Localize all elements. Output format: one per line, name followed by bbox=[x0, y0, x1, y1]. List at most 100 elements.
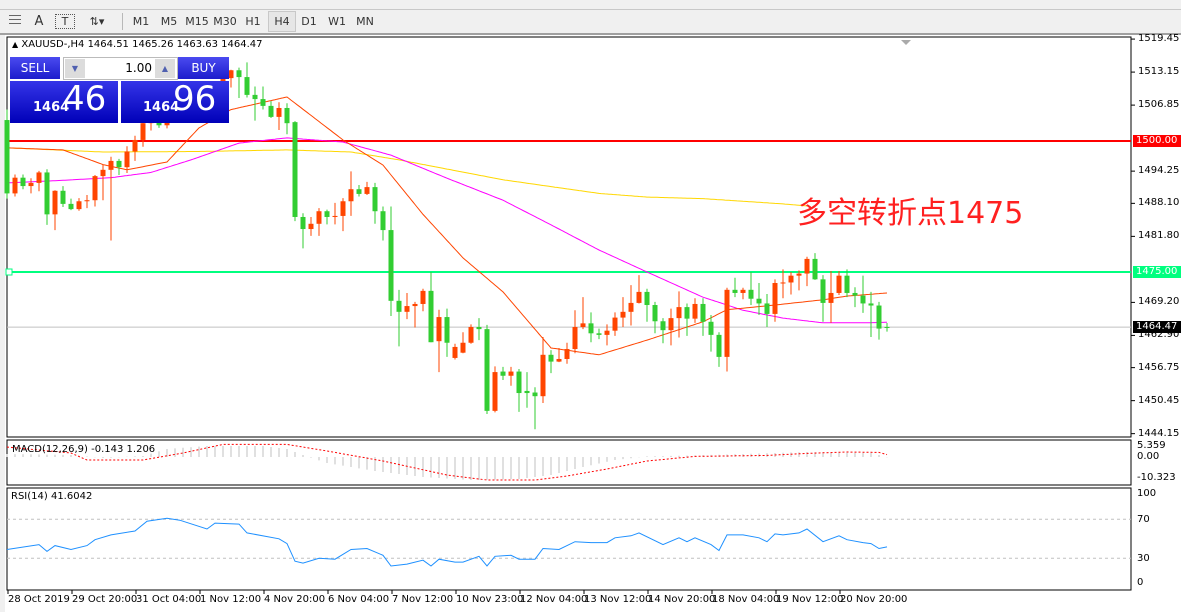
candle-body bbox=[724, 289, 730, 357]
candle-body bbox=[228, 70, 234, 79]
candle-body bbox=[324, 211, 330, 217]
volume-input[interactable]: 1.00 bbox=[125, 61, 152, 75]
macd-axis-label: 0.00 bbox=[1137, 451, 1160, 462]
candle-body bbox=[788, 275, 794, 283]
buy-price[interactable]: 1464 96 bbox=[121, 79, 229, 123]
candle-body bbox=[100, 169, 106, 177]
candle-body bbox=[76, 201, 82, 210]
candle-body bbox=[444, 317, 450, 343]
candle-body bbox=[372, 187, 378, 212]
candle-body bbox=[644, 291, 650, 306]
candle-body bbox=[380, 211, 386, 231]
buy-button[interactable]: BUY bbox=[178, 57, 229, 79]
candle-body bbox=[740, 289, 746, 293]
candle-body bbox=[612, 317, 618, 331]
candle-body bbox=[52, 190, 58, 215]
time-axis-label: 12 Nov 04:00 bbox=[520, 594, 588, 605]
candle-body bbox=[772, 283, 778, 314]
price-axis-label: 1494.25 bbox=[1138, 165, 1180, 177]
candle-body bbox=[28, 182, 34, 187]
price-axis-label: 1488.10 bbox=[1138, 197, 1180, 209]
timeframe-m5[interactable]: M5 bbox=[160, 15, 178, 28]
price-axis-label: 1469.20 bbox=[1138, 296, 1180, 308]
time-axis-label: 18 Nov 04:00 bbox=[712, 594, 780, 605]
candle-body bbox=[716, 334, 722, 357]
candle-body bbox=[884, 326, 890, 328]
arrows-dropdown-icon[interactable]: ⇅▾ bbox=[89, 15, 105, 28]
ma-mid-line bbox=[6, 137, 887, 324]
text-tool-button[interactable]: A bbox=[34, 14, 44, 29]
candle-body bbox=[796, 273, 802, 276]
candle-body bbox=[60, 190, 66, 204]
one-click-trading-panel: SELL ▼ 1.00 ▲ BUY 1464 46 1464 96 bbox=[10, 57, 229, 123]
candle-body bbox=[140, 123, 146, 140]
candle-body bbox=[116, 160, 122, 168]
candle-body bbox=[244, 77, 250, 95]
timeframe-mn[interactable]: MN bbox=[356, 15, 374, 28]
candle-body bbox=[588, 323, 594, 334]
time-axis-label: 29 Oct 20:00 bbox=[72, 594, 138, 605]
sell-button[interactable]: SELL bbox=[10, 57, 60, 79]
timeframe-w1[interactable]: W1 bbox=[328, 15, 346, 28]
candle-body bbox=[44, 172, 50, 215]
timeframe-m1[interactable]: M1 bbox=[132, 15, 150, 28]
candle-body bbox=[84, 200, 90, 202]
candle-body bbox=[564, 349, 570, 359]
buy-price-pips: 96 bbox=[173, 79, 217, 119]
candle-body bbox=[500, 371, 506, 376]
rsi-axis-label: 70 bbox=[1137, 514, 1150, 525]
candle-body bbox=[348, 189, 354, 202]
candle-body bbox=[108, 160, 114, 170]
time-axis-label: 19 Nov 12:00 bbox=[776, 594, 844, 605]
time-axis-label: 31 Oct 04:00 bbox=[136, 594, 202, 605]
main-toolbar bbox=[0, 0, 1181, 10]
candle-body bbox=[428, 290, 434, 343]
candle-body bbox=[524, 390, 530, 394]
candle-body bbox=[604, 330, 610, 335]
candle-body bbox=[700, 303, 706, 322]
candle-body bbox=[36, 172, 42, 183]
candle-body bbox=[452, 346, 458, 358]
time-axis-label: 28 Oct 2019 bbox=[8, 594, 70, 605]
candle-body bbox=[628, 302, 634, 312]
candle-body bbox=[396, 300, 402, 312]
time-axis-label: 1 Nov 12:00 bbox=[200, 594, 262, 605]
macd-axis-label: -10.323 bbox=[1137, 472, 1176, 483]
candle-body bbox=[300, 216, 306, 230]
candle-body bbox=[20, 177, 26, 187]
time-axis-label: 13 Nov 12:00 bbox=[584, 594, 652, 605]
candle-body bbox=[620, 311, 626, 318]
candle-body bbox=[844, 275, 850, 293]
timeframe-d1[interactable]: D1 bbox=[301, 15, 317, 28]
candle-body bbox=[804, 258, 810, 274]
candle-body bbox=[836, 275, 842, 293]
candle-body bbox=[484, 329, 490, 411]
macd-panel-frame bbox=[6, 439, 1132, 486]
candle-body bbox=[540, 354, 546, 397]
candle-body bbox=[860, 295, 866, 304]
candle-body bbox=[460, 342, 466, 353]
candle-body bbox=[92, 176, 98, 201]
timeframe-m15[interactable]: M15 bbox=[185, 15, 209, 28]
volume-decrease-button[interactable]: ▼ bbox=[65, 59, 85, 78]
candle-body bbox=[532, 392, 538, 397]
timeframe-m30[interactable]: M30 bbox=[213, 15, 237, 28]
candle-body bbox=[316, 211, 322, 224]
grid-icon[interactable] bbox=[6, 12, 26, 31]
candle-body bbox=[572, 327, 578, 350]
candle-body bbox=[284, 107, 290, 124]
rsi-axis-label: 100 bbox=[1137, 488, 1157, 499]
main-panel-frame bbox=[6, 36, 1132, 438]
timeframe-h1[interactable]: H1 bbox=[245, 15, 261, 28]
chart-toolbar: A T ⇅▾ M1 M5 M15 M30 H1 H4 D1 W1 MN bbox=[0, 10, 1181, 35]
candle-body bbox=[468, 327, 474, 343]
level-anchor bbox=[5, 268, 13, 276]
timeframe-h4[interactable]: H4 bbox=[268, 11, 296, 32]
sell-price[interactable]: 1464 46 bbox=[10, 79, 118, 123]
candle-body bbox=[868, 303, 874, 306]
volume-increase-button[interactable]: ▲ bbox=[155, 59, 175, 78]
candle-body bbox=[492, 372, 498, 411]
candle-body bbox=[812, 258, 818, 280]
text-label-tool-button[interactable]: T bbox=[55, 14, 75, 29]
time-axis-label: 7 Nov 12:00 bbox=[392, 594, 454, 605]
